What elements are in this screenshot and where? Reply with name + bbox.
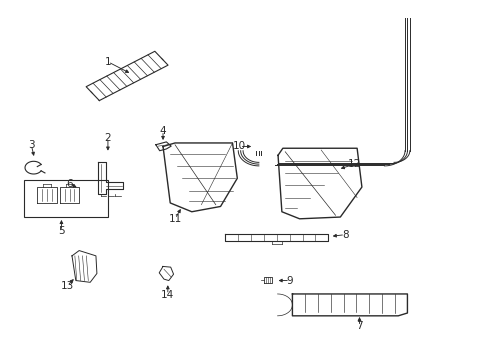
Polygon shape [163, 143, 237, 212]
Polygon shape [60, 187, 79, 203]
Text: 4: 4 [160, 126, 166, 136]
Polygon shape [156, 142, 171, 151]
Polygon shape [159, 266, 173, 280]
Polygon shape [86, 51, 168, 100]
Text: 2: 2 [104, 133, 111, 143]
Text: 13: 13 [61, 281, 74, 291]
Text: 1: 1 [104, 57, 111, 67]
Text: 9: 9 [286, 275, 293, 285]
Text: 7: 7 [355, 321, 362, 332]
Text: 6: 6 [66, 179, 73, 189]
Polygon shape [72, 251, 97, 282]
Bar [24, 180, 108, 217]
Polygon shape [278, 148, 361, 219]
Text: 10: 10 [233, 141, 246, 152]
Polygon shape [263, 277, 272, 283]
Text: 14: 14 [161, 290, 174, 300]
Text: 11: 11 [168, 214, 181, 224]
Polygon shape [98, 162, 123, 194]
Text: 5: 5 [58, 226, 64, 236]
Polygon shape [292, 294, 407, 316]
Text: 12: 12 [347, 159, 361, 169]
Text: 3: 3 [28, 140, 35, 150]
Polygon shape [38, 187, 57, 203]
Text: 8: 8 [341, 230, 348, 240]
Polygon shape [225, 234, 328, 241]
